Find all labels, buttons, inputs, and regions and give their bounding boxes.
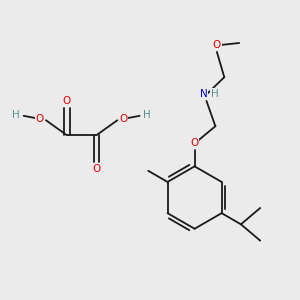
Text: O: O <box>35 114 44 124</box>
Text: O: O <box>120 114 128 124</box>
Text: H: H <box>143 110 151 120</box>
Text: N: N <box>200 89 208 99</box>
Text: O: O <box>213 40 221 50</box>
Text: O: O <box>63 96 71 106</box>
Text: H: H <box>12 110 20 120</box>
Text: H: H <box>211 89 219 99</box>
Text: O: O <box>190 139 199 148</box>
Text: O: O <box>92 164 101 174</box>
